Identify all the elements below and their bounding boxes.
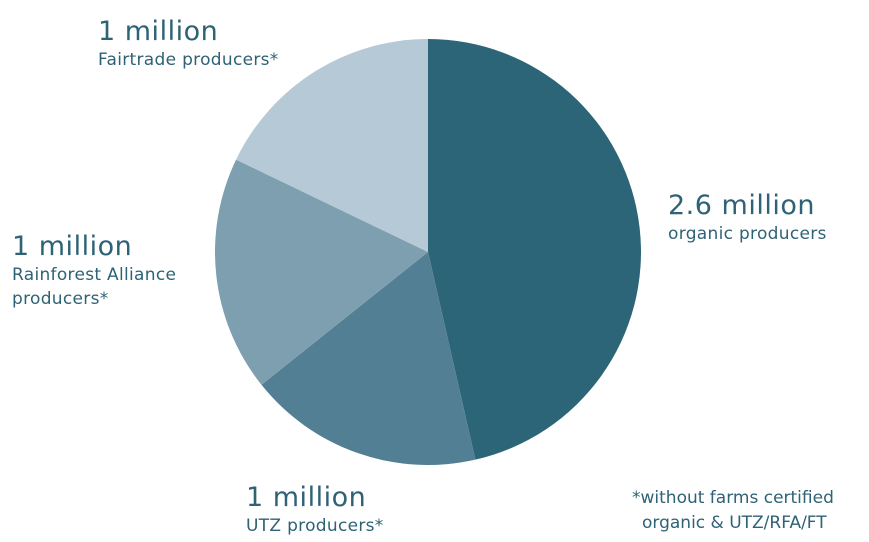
slice-organic (428, 39, 642, 460)
label-rainforest: 1 million Rainforest Alliance producers* (12, 233, 176, 308)
fairtrade-value: 1 million (98, 16, 219, 47)
organic-value: 2.6 million (668, 190, 815, 221)
utz-value: 1 million (246, 482, 367, 513)
rainforest-value: 1 million (12, 231, 133, 262)
label-utz: 1 million UTZ producers* (246, 484, 384, 535)
rainforest-category-line1: Rainforest Alliance (12, 265, 177, 285)
slice-rainforest (215, 159, 428, 385)
slice-fairtrade (236, 39, 428, 252)
label-organic: 2.6 million organic producers (668, 192, 827, 243)
footnote-line2: organic & UTZ/RFA/FT (642, 513, 827, 533)
footnote-line1: *without farms certified (632, 488, 834, 508)
fairtrade-category: Fairtrade producers* (98, 50, 279, 70)
utz-category: UTZ producers* (246, 516, 384, 536)
organic-category: organic producers (668, 224, 827, 244)
slice-utz (261, 252, 476, 465)
footnote: *without farms certified organic & UTZ/R… (632, 486, 834, 536)
label-fairtrade: 1 million Fairtrade producers* (98, 18, 279, 69)
rainforest-category-line2: producers* (12, 289, 109, 309)
